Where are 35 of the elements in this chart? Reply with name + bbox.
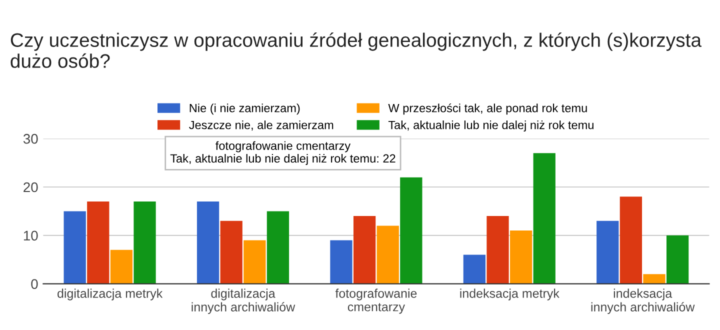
- y-tick-label: 30: [23, 134, 38, 144]
- bar: [510, 230, 532, 284]
- legend-label: Jeszcze nie, ale zamierzam: [189, 120, 334, 131]
- x-tick-label: indeksacja metryk: [460, 288, 560, 300]
- annotation: fotografowanie cmentarzy Tak, aktualnie lub nie dalej niż rok temu: 22: [170, 141, 396, 165]
- legend-label: Tak, aktualnie lub nie dalej niż rok temu: [388, 120, 594, 132]
- bar: [643, 274, 666, 284]
- bar: [110, 250, 133, 284]
- x-tick-label: digitalizacja innych archiwaliów: [192, 288, 296, 314]
- x-tick-label: indeksacja innych archiwaliów: [591, 288, 695, 314]
- x-tick-label: digitalizacja metryk: [58, 288, 163, 300]
- bar: [596, 220, 619, 284]
- bar: [486, 216, 509, 284]
- bar: [244, 240, 266, 284]
- y-tick-label: 20: [24, 182, 38, 192]
- bar: [666, 235, 689, 284]
- bar: [87, 202, 110, 284]
- bar: [134, 202, 156, 284]
- x-tick-label: fotografowanie cmentarzy: [335, 288, 417, 314]
- bar: [620, 196, 642, 284]
- y-tick-label: 0: [31, 279, 38, 289]
- legend-label: Nie (i nie zamierzam): [190, 104, 300, 115]
- bar: [330, 240, 352, 284]
- bar: [196, 202, 220, 284]
- chart-title: Czy uczestniczysz w opracowaniu źródeł genealogicznych, z których (s)korzysta dużo osób?: [10, 32, 702, 68]
- bar: [353, 216, 376, 284]
- bar: [220, 220, 242, 284]
- bar: [463, 254, 486, 284]
- legend-label: W przeszłości tak, ale ponad rok temu: [388, 103, 587, 115]
- y-tick-label: 10: [24, 230, 38, 241]
- bar: [266, 211, 290, 284]
- bar: [376, 226, 399, 284]
- bar: [64, 211, 86, 284]
- bar: [400, 177, 422, 284]
- bar: [533, 153, 556, 284]
